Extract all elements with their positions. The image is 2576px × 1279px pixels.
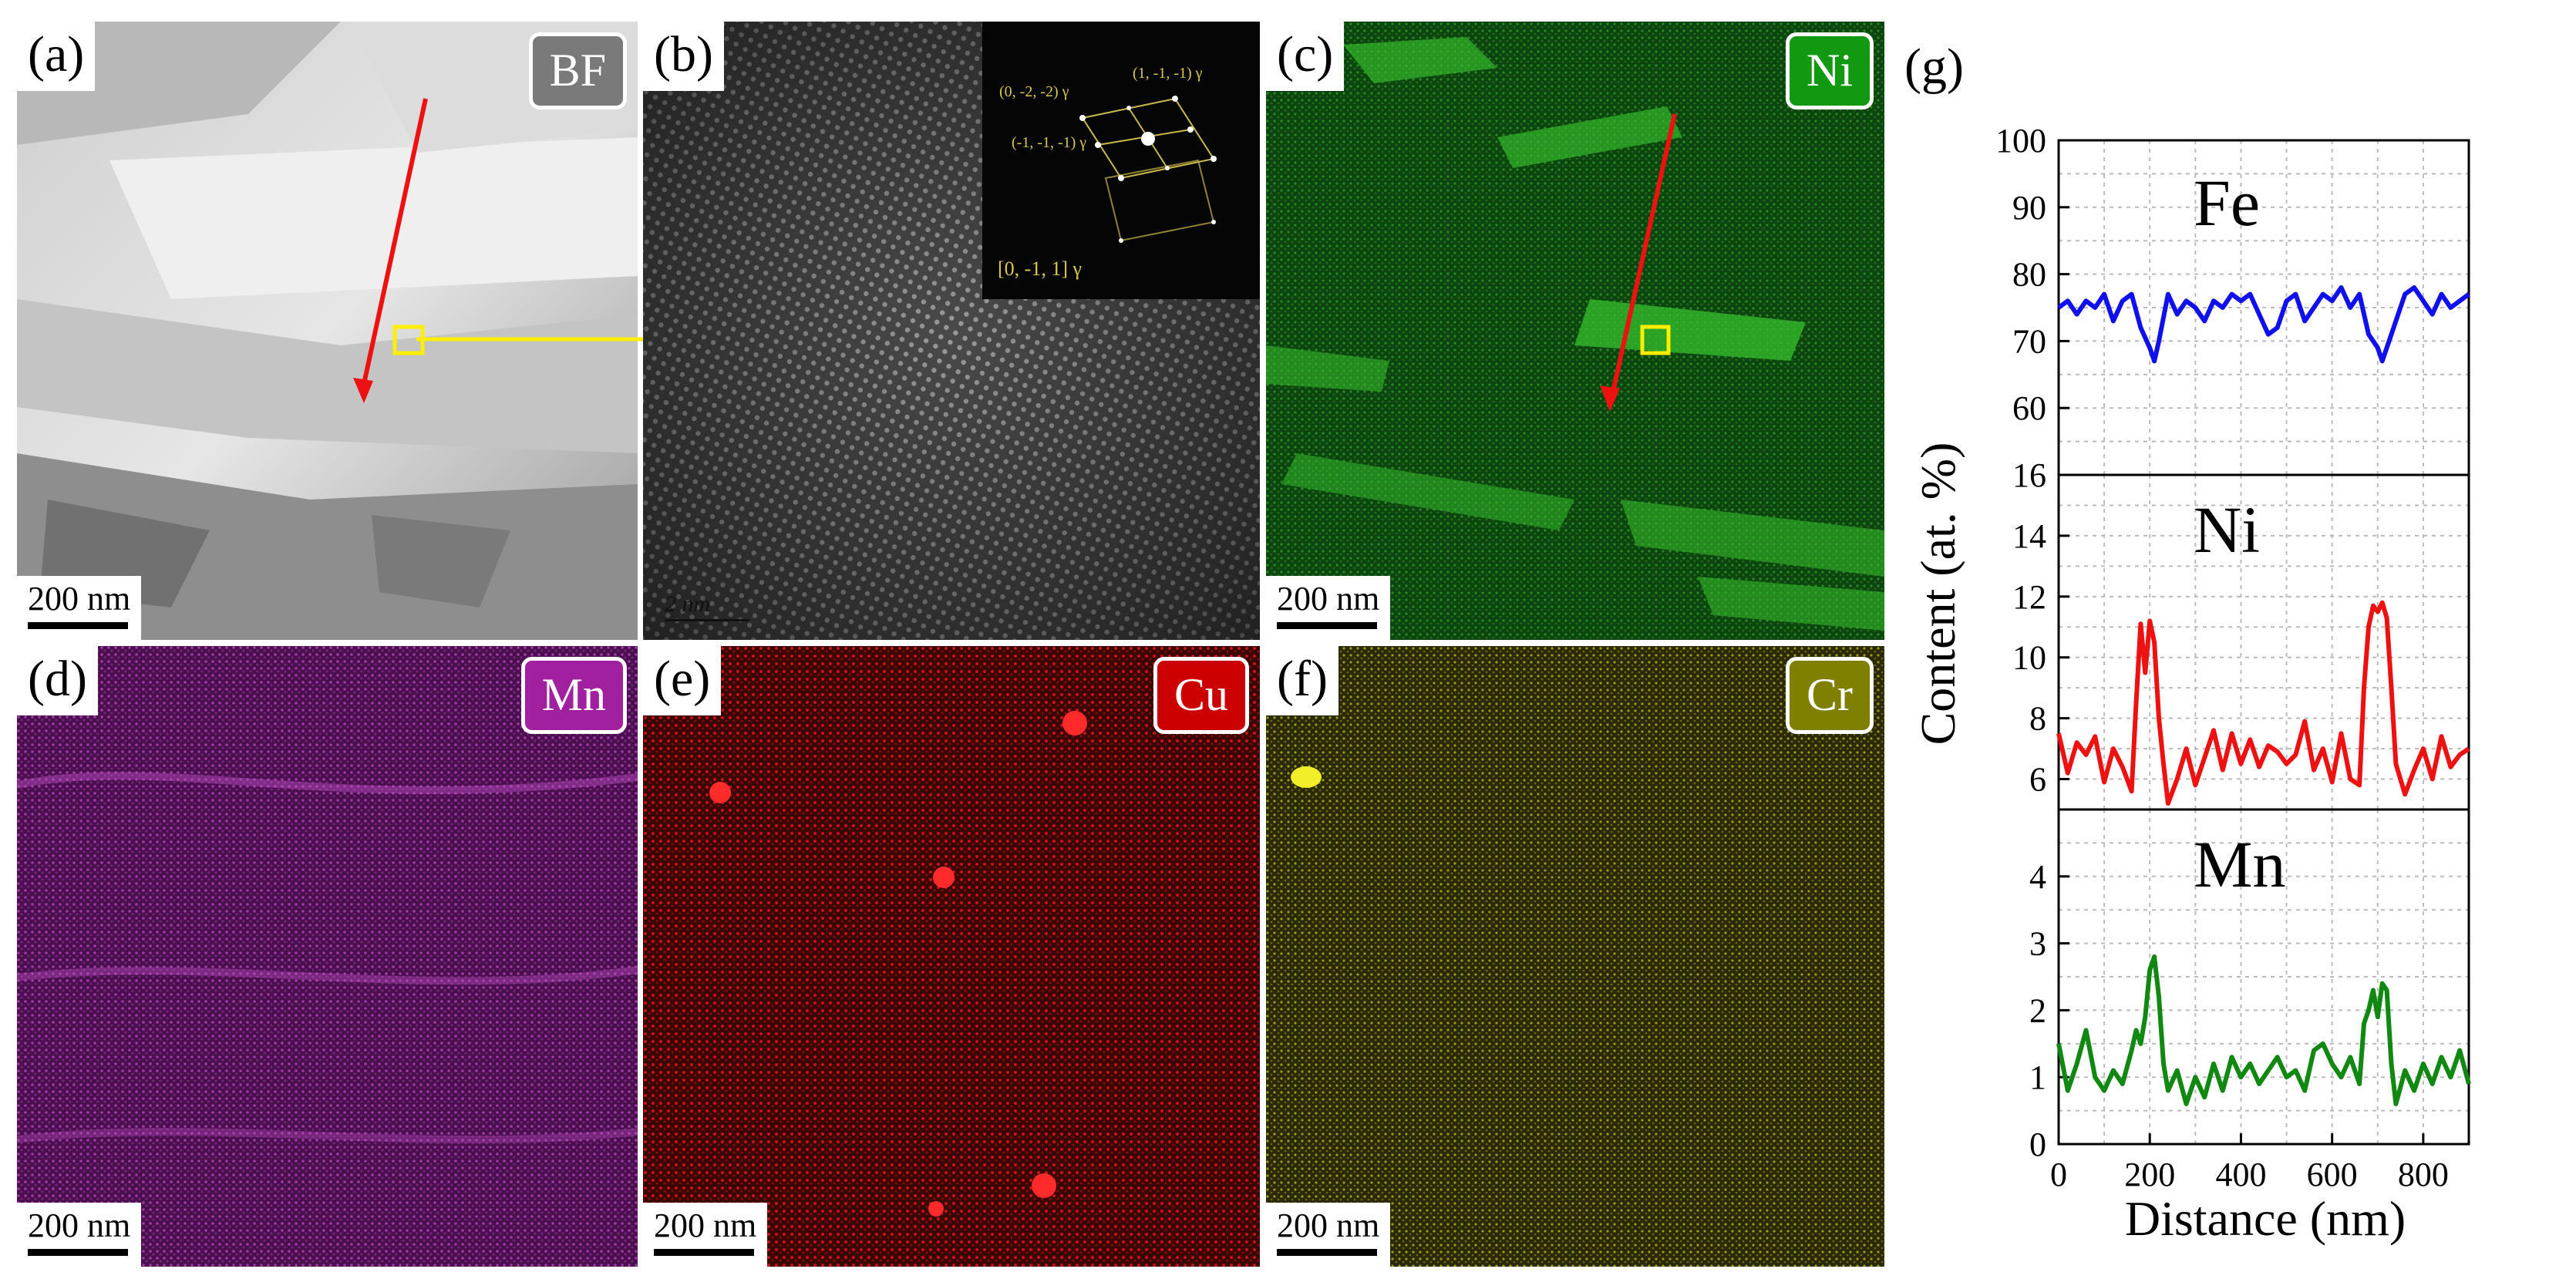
y-tick-label: 1 [2029,1059,2046,1096]
series-name-fe: Fe [2194,166,2260,240]
panel-c-label: (c) [1266,22,1345,91]
y-tick-label: 6 [2029,761,2046,799]
y-tick-label: 3 [2029,925,2046,963]
x-tick-label: 200 [2124,1156,2175,1193]
y-tick-label: 100 [1995,122,2046,160]
y-tick-label: 70 [2012,322,2046,360]
mn-badge: Mn [520,657,627,734]
panel-f-cr-map: (f) Cr 200 nm [1266,646,1884,1267]
fft-pattern [1079,96,1217,243]
region-marker-c [1640,325,1671,355]
zone-axis-label: [0, -1, 1] γ [998,257,1082,280]
series-line-fe [2057,285,2470,364]
ni-badge: Ni [1786,32,1874,109]
y-axis-label: Content (at. %) [1911,443,1965,746]
y-tick-label: 0 [2029,1126,2046,1163]
panel-d-label: (d) [17,646,98,715]
fft-label-2: (1, -1, -1) γ [1133,65,1203,82]
y-tick-label: 16 [2012,456,2046,494]
x-tick-label: 400 [2215,1156,2266,1193]
y-tick-label: 12 [2012,578,2046,616]
y-tick-label: 4 [2029,858,2046,896]
x-tick-label: 600 [2307,1156,2358,1193]
panel-a-label: (a) [17,22,96,91]
series-name-ni: Ni [2194,493,2260,567]
panel-b-label: (b) [643,22,724,91]
series-line-ni [2056,600,2470,806]
y-tick-label: 10 [2012,639,2046,677]
panel-b-hrtem: (b) (0, -2, -2) γ (1, -1, -1) γ (-1, -1,… [643,22,1260,640]
x-tick-label: 0 [2050,1156,2067,1193]
x-tick-label: 800 [2398,1156,2449,1193]
scale-bar-e: 200 nm [643,1203,768,1267]
panel-a-bright-field: (a) BF 200 nm [17,22,638,640]
subplot-frame-mn [2057,808,2470,1146]
panel-e-label: (e) [643,646,722,715]
bf-badge: BF [528,32,627,109]
panel-f-label: (f) [1266,646,1339,715]
x-axis-label: Distance (nm) [2125,1191,2406,1246]
cr-badge: Cr [1786,657,1874,734]
panel-e-cu-map: (e) Cu 200 nm [643,646,1260,1267]
fft-label-1: (0, -2, -2) γ [999,83,1069,100]
panel-d-mn-map: (d) Mn 200 nm [17,646,638,1267]
y-tick-label: 14 [2012,517,2046,555]
cu-map-image [643,646,1260,1267]
fft-inset: (0, -2, -2) γ (1, -1, -1) γ (-1, -1, -1)… [982,22,1260,299]
series-name-mn: Mn [2194,827,2285,901]
y-tick-label: 8 [2029,700,2046,738]
y-tick-label: 90 [2012,189,2046,227]
scale-bar-b: 2 nm [665,591,749,621]
panel-g-label: (g) [1904,39,1964,95]
scale-bar-f: 200 nm [1266,1203,1391,1267]
y-tick-label: 60 [2012,389,2046,427]
y-tick-label: 80 [2012,256,2046,294]
cu-badge: Cu [1153,657,1249,734]
scale-bar-d: 200 nm [17,1203,142,1267]
scale-bar-c: 200 nm [1266,576,1391,640]
series-line-mn [2056,954,2471,1106]
mn-map-image [17,646,638,1267]
y-tick-label: 2 [2029,991,2046,1029]
fft-label-3: (-1, -1, -1) γ [1012,134,1087,151]
line-scan-arrow-c [1600,113,1677,412]
ni-map-image [1266,22,1884,640]
scale-bar-a: 200 nm [17,576,142,640]
cr-map-image [1266,646,1884,1267]
panel-c-ni-map: (c) Ni 200 nm [1266,22,1884,640]
